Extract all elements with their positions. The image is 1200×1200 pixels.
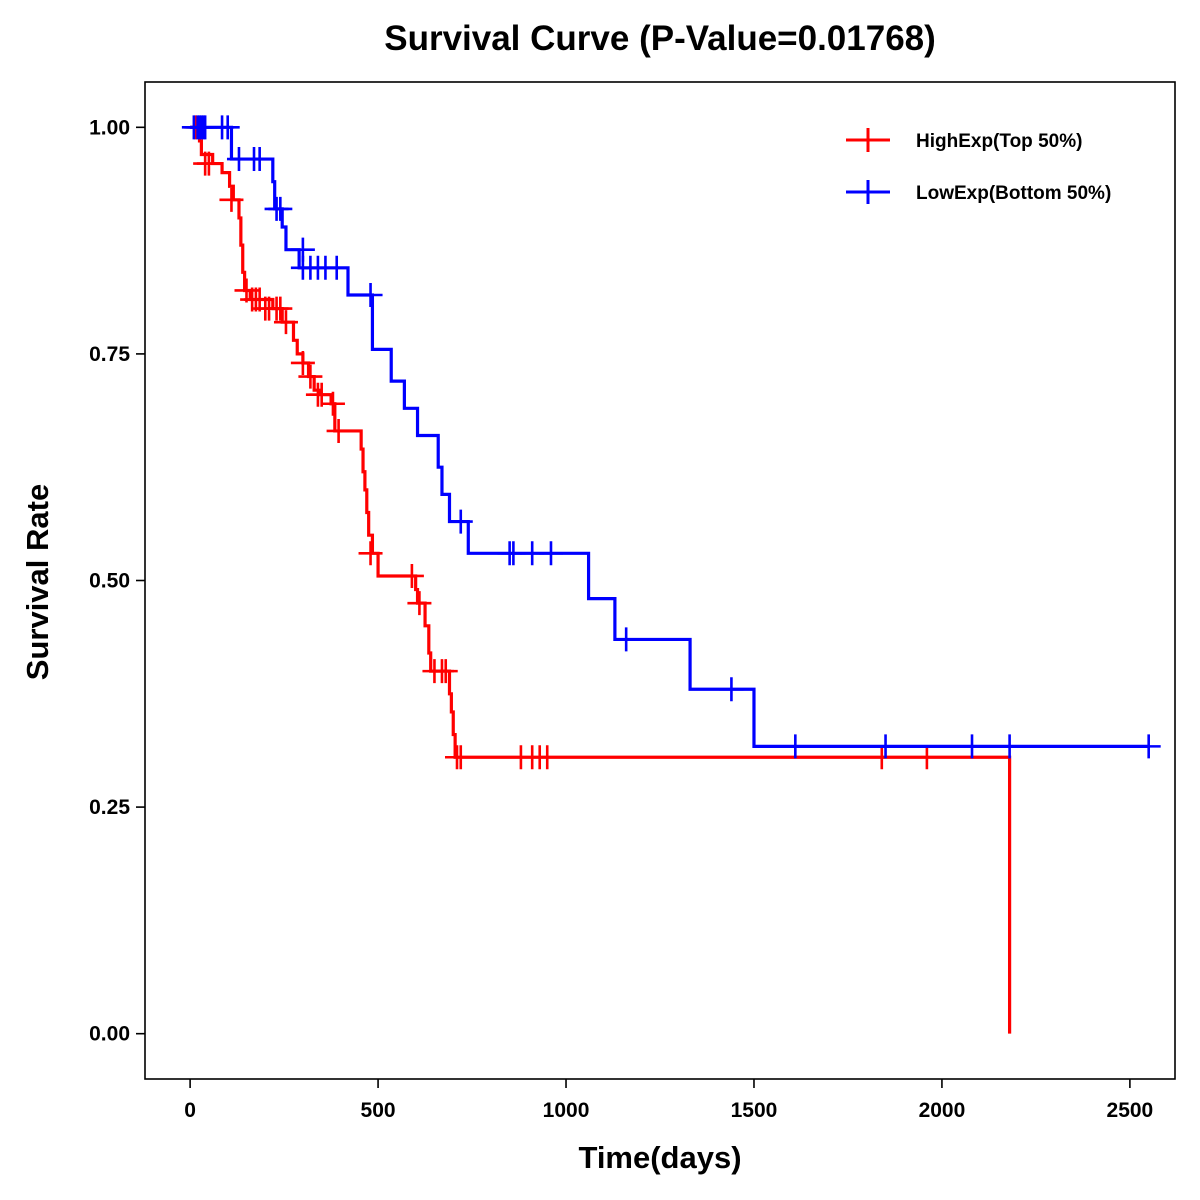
censor-mark: [298, 364, 323, 389]
x-axis: 0 500 1000 1500 2000 2500: [184, 1079, 1153, 1122]
censor-mark: [873, 734, 898, 759]
y-axis: 0.00 0.25 0.50 0.75 1.00: [89, 116, 145, 1046]
censor-mark: [448, 509, 473, 534]
censor-mark: [433, 659, 458, 684]
censor-mark: [219, 187, 244, 212]
censor-mark: [320, 391, 345, 416]
censor-mark: [1136, 734, 1161, 759]
legend-key-0: [846, 128, 890, 152]
series-layer: [181, 115, 1161, 1034]
censor-mark: [273, 310, 298, 335]
chart-title: Survival Curve (P-Value=0.01768): [384, 19, 936, 58]
censor-mark: [914, 745, 939, 770]
legend-label: LowExp(Bottom 50%): [916, 183, 1111, 204]
y-axis-title: Survival Rate: [20, 484, 55, 680]
series-0: [183, 115, 1012, 1034]
censor-mark: [614, 627, 639, 652]
series-1: [181, 115, 1161, 759]
censor-mark: [247, 147, 272, 172]
y-tick-label: 0.50: [89, 570, 130, 593]
censor-mark: [196, 151, 221, 176]
y-tick-label: 0.75: [89, 343, 130, 366]
censor-mark: [268, 196, 293, 221]
censor-mark: [535, 745, 560, 770]
censor-mark: [869, 745, 894, 770]
censor-mark: [399, 563, 424, 588]
censor-mark: [448, 745, 473, 770]
y-tick-label: 1.00: [89, 116, 130, 139]
x-tick-label: 2500: [1107, 1099, 1154, 1122]
censor-mark: [960, 734, 985, 759]
x-axis-title: Time(days): [578, 1140, 741, 1175]
x-tick-label: 500: [361, 1099, 396, 1122]
censor-mark: [407, 591, 432, 616]
x-tick-label: 0: [184, 1099, 196, 1122]
censor-mark: [538, 541, 563, 566]
y-tick-label: 0.00: [89, 1023, 130, 1046]
legend-label: HighExp(Top 50%): [916, 131, 1082, 152]
censor-mark: [358, 282, 383, 307]
censor-mark: [997, 734, 1022, 759]
censor-mark: [268, 296, 293, 321]
x-tick-label: 1000: [543, 1099, 590, 1122]
censor-mark: [326, 418, 351, 443]
censor-mark: [215, 115, 240, 140]
legend-key-1: [846, 180, 890, 204]
y-tick-label: 0.25: [89, 796, 130, 819]
censor-mark: [324, 255, 349, 280]
censor-mark: [290, 350, 315, 375]
censor-mark: [719, 677, 744, 702]
legend: HighExp(Top 50%) LowExp(Bottom 50%): [846, 128, 1111, 204]
x-tick-label: 2000: [919, 1099, 966, 1122]
censor-mark: [358, 541, 383, 566]
x-tick-label: 1500: [731, 1099, 778, 1122]
censor-mark: [783, 734, 808, 759]
